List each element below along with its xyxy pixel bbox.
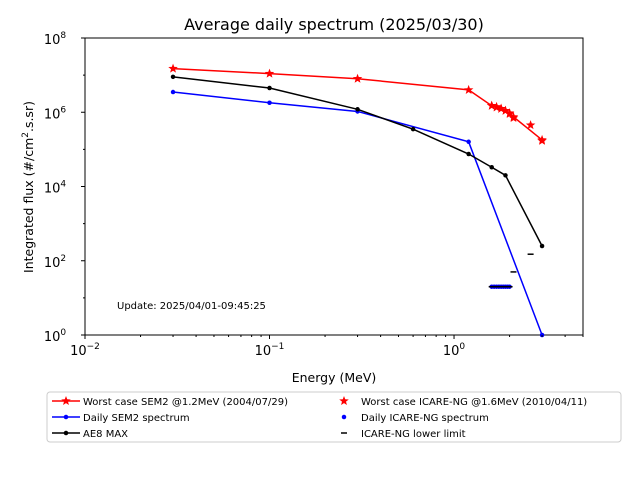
series-2-point [503, 173, 508, 178]
series-1-point [170, 89, 176, 95]
series-3-point [500, 105, 511, 115]
series-0-point [352, 73, 363, 83]
legend-item-0: Worst case SEM2 @1.2MeV (2004/07/29) [52, 396, 288, 408]
x-tick-label-0: 10−2 [70, 342, 100, 359]
x-tick-label-2: 100 [443, 342, 466, 359]
series-3-point [525, 120, 536, 130]
legend-label: Daily ICARE-NG spectrum [361, 413, 489, 424]
y-tick-label-3: 106 [44, 105, 67, 122]
series-3-point [504, 108, 515, 118]
series-3-point [508, 113, 519, 123]
chart-title: Average daily spectrum (2025/03/30) [184, 15, 484, 34]
legend-item-5: ICARE-NG lower limit [341, 429, 466, 440]
legend-item-2: AE8 MAX [52, 429, 128, 440]
tick-layer: 10−2 10−1 100 100 102 104 106 108 [44, 31, 584, 359]
series-0-point [264, 68, 275, 78]
x-axis-label: Energy (MeV) [292, 370, 377, 385]
series-2 [170, 74, 545, 249]
series-5 [488, 253, 534, 288]
legend-swatch-marker [341, 414, 347, 420]
series-2-point [539, 243, 545, 249]
legend-label: ICARE-NG lower limit [361, 429, 466, 440]
series-layer [168, 63, 547, 338]
annotation-update: Update: 2025/04/01-09:45:25 [117, 301, 266, 312]
y-tick-label-4: 108 [44, 31, 67, 48]
series-3-point [537, 135, 547, 145]
legend-label: Worst case ICARE-NG @1.6MeV (2010/04/11) [361, 397, 587, 408]
legend-swatch-marker [63, 430, 69, 436]
legend-swatch-marker [61, 396, 71, 406]
legend-swatch-marker [63, 414, 69, 420]
series-2-point [170, 74, 176, 80]
series-2-line [172, 76, 543, 247]
series-3 [486, 100, 547, 145]
series-3-point [486, 100, 497, 110]
x-tick-label-1: 10−1 [255, 342, 285, 359]
plot-area [84, 37, 584, 336]
series-1-point [466, 139, 471, 145]
y-axis-label-tail: .s.sr) [21, 101, 36, 132]
series-2-point [410, 126, 416, 132]
series-0-point [168, 63, 178, 73]
legend-item-3: Worst case ICARE-NG @1.6MeV (2010/04/11) [339, 396, 587, 408]
series-1-point [267, 100, 272, 106]
y-axis-label-main: Integrated flux (#/cm [21, 138, 36, 273]
y-tick-label-2: 104 [44, 180, 67, 197]
series-2-point [489, 165, 494, 170]
legend-label: Worst case SEM2 @1.2MeV (2004/07/29) [83, 397, 288, 408]
legend-label: Daily SEM2 spectrum [83, 413, 190, 424]
legend-item-1: Daily SEM2 spectrum [52, 413, 190, 424]
legend-item-4: Daily ICARE-NG spectrum [341, 413, 489, 424]
series-1-line [172, 91, 543, 336]
legend: Worst case SEM2 @1.2MeV (2004/07/29) Dail… [46, 391, 622, 443]
series-0-point [463, 84, 474, 94]
legend-box [46, 391, 622, 443]
legend-swatch-marker [339, 396, 349, 406]
y-axis-label: Integrated flux (#/cm2.s.sr) [21, 101, 36, 273]
series-2-point [267, 85, 272, 91]
y-tick-label-0: 100 [44, 328, 67, 345]
series-2-point [466, 151, 471, 157]
y-tick-label-1: 102 [44, 254, 66, 271]
series-2-point [355, 107, 360, 112]
series-3-point [496, 103, 506, 113]
legend-label: AE8 MAX [83, 429, 128, 440]
series-0 [168, 63, 547, 144]
series-3-point [491, 102, 502, 112]
y-axis-label-sup: 2 [21, 132, 31, 138]
